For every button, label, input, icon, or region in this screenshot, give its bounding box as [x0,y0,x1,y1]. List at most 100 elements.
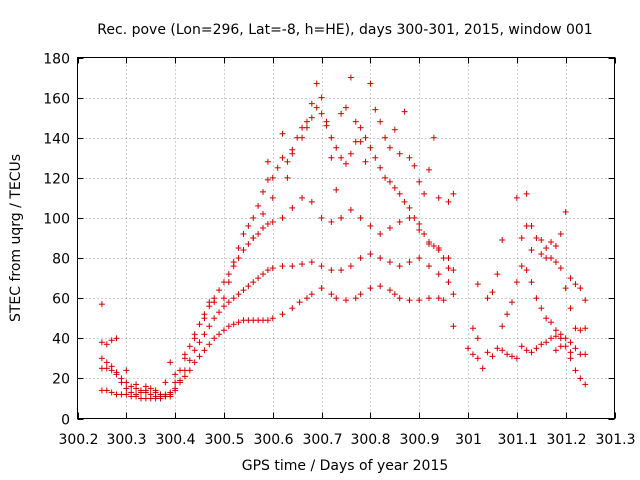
data-point [318,110,325,117]
data-point [567,355,574,362]
data-point [220,303,227,310]
data-point [123,367,130,374]
data-point [343,160,349,167]
data-point [98,355,105,362]
x-tick-label: 300.8 [350,432,390,448]
data-point [123,385,130,392]
data-point [318,263,325,270]
data-point [543,255,550,262]
data-point [474,335,481,342]
x-tick-label: 300.7 [302,432,342,448]
data-point [538,305,545,312]
data-point [303,118,310,125]
data-point [308,291,315,298]
data-point [289,204,296,211]
chart-title: Rec. pove (Lon=296, Lat=-8, h=HE), days … [97,22,592,38]
data-point [225,271,232,278]
data-point [308,259,315,266]
data-point [196,339,203,346]
data-point [582,297,589,304]
data-point [347,150,354,157]
data-point [552,259,559,266]
data-point [406,204,413,211]
data-point [235,291,242,298]
data-point [445,265,452,272]
data-point [435,295,442,302]
data-point [518,343,525,350]
data-point [411,214,418,221]
data-point [445,198,452,205]
data-point [577,327,584,334]
data-point [103,341,110,348]
data-point [284,174,291,181]
x-tick-label: 301.1 [497,432,537,448]
data-point [396,263,403,270]
data-point [416,220,423,227]
data-point [562,285,569,292]
data-point [552,333,559,340]
data-point [357,291,364,298]
data-point [245,283,252,290]
data-point [313,80,320,87]
data-point [216,331,223,338]
data-point [323,122,330,129]
data-point [572,367,579,374]
data-point [435,194,442,201]
data-point [274,164,281,171]
data-point [508,299,515,306]
x-tick-label: 300.6 [253,432,293,448]
data-point [225,279,232,286]
data-point [445,279,452,286]
data-point [347,74,354,81]
data-point [250,214,257,221]
data-point [557,343,564,350]
data-point [328,291,335,298]
data-point [235,255,242,262]
data-point [401,198,408,205]
data-point [572,345,579,352]
data-point [162,391,169,398]
data-point [172,387,179,394]
data-point [582,351,589,358]
data-point [172,379,179,386]
y-tick-label: 140 [43,132,70,148]
y-tick-label: 80 [52,252,70,268]
data-point [465,345,472,352]
data-point [440,297,447,304]
data-point [191,359,198,366]
data-point [186,357,193,364]
data-point [489,353,496,360]
data-point [220,327,227,334]
data-point [377,164,384,171]
data-point [411,162,418,169]
data-point [128,383,135,390]
data-point [352,118,359,125]
data-point [372,154,379,161]
data-point [147,391,154,398]
data-point [504,351,511,358]
data-point [240,230,247,237]
data-point [250,235,257,241]
data-point [308,100,315,107]
data-point [430,243,437,250]
data-point [518,235,525,241]
data-point [318,285,325,292]
data-point [103,365,110,372]
data-point [279,311,286,318]
data-point [430,134,437,141]
data-point [533,235,540,241]
data-point [113,371,120,378]
data-point [386,178,393,185]
y-tick-label: 20 [52,372,70,388]
x-tick-label: 300.5 [204,432,244,448]
data-point [260,210,267,217]
data-point [543,315,550,322]
data-point [416,297,423,304]
data-point [347,206,354,213]
data-point [499,237,506,244]
data-point [289,305,296,312]
data-point [118,379,125,386]
data-point [396,190,403,197]
data-point [406,259,413,266]
data-point [338,214,345,221]
